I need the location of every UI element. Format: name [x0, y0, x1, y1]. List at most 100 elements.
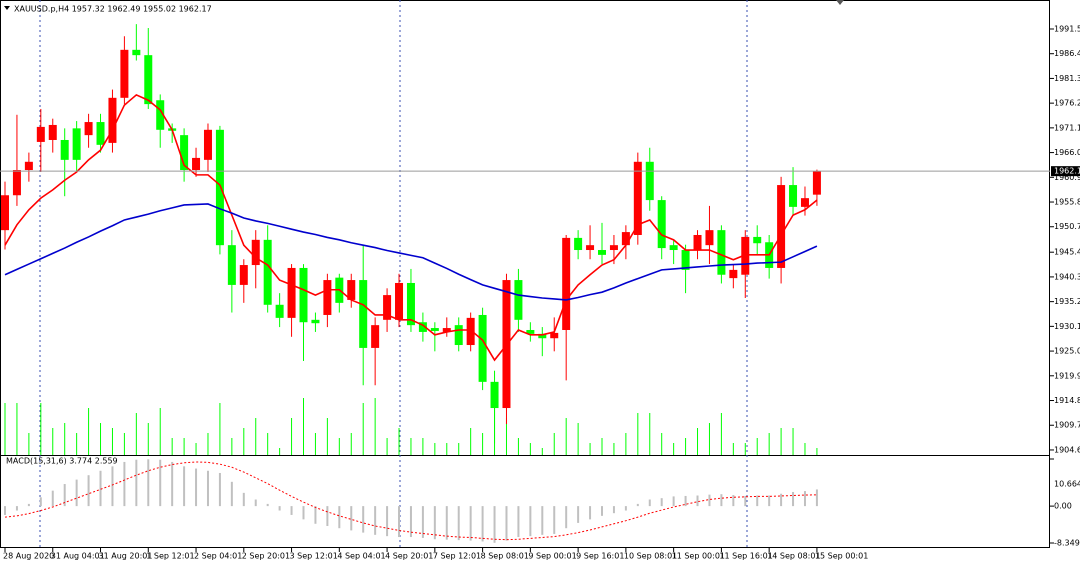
candle-body — [526, 329, 535, 334]
candle-body — [598, 250, 606, 255]
y-tick-label: 1976.20 — [1054, 99, 1080, 108]
candle-body — [72, 128, 81, 160]
candle-body — [633, 161, 642, 235]
candle-body — [180, 135, 189, 171]
candle-body — [442, 328, 451, 332]
candle-body — [84, 122, 93, 136]
moving-average — [4, 203, 818, 301]
candle-body — [466, 317, 475, 346]
candle-body — [490, 381, 499, 409]
y-tick-label: 1940.35 — [1054, 272, 1080, 281]
candle-body — [347, 280, 356, 300]
candle-body — [299, 267, 308, 323]
candle-body — [395, 282, 404, 320]
candle-body — [645, 161, 654, 201]
y-tick-label: 1919.95 — [1054, 371, 1080, 380]
x-tick-label: 28 Aug 2020 — [3, 552, 54, 561]
candle-body — [681, 250, 690, 270]
x-tick-label: 2 Sep 20:01 — [242, 552, 290, 561]
y-tick-label: 1991.50 — [1054, 24, 1080, 33]
candle-body — [514, 280, 523, 320]
candle-body — [239, 265, 248, 285]
y-tick-label: 10.664 — [1054, 480, 1080, 489]
candle-body — [777, 185, 786, 268]
last-price-label: 1962.17 — [1054, 167, 1080, 176]
candle-body — [383, 295, 392, 320]
candle-body — [108, 97, 117, 143]
chart-title: XAUUSD.p,H4 1957.32 1962.49 1955.02 1962… — [14, 5, 212, 14]
candle-body — [717, 230, 726, 275]
y-tick-label: 1966.00 — [1054, 148, 1080, 157]
candle-body — [215, 129, 224, 246]
candle-body — [789, 185, 798, 207]
x-tick-label: 2 Sep 04:01 — [194, 552, 242, 561]
candle-body — [323, 280, 332, 315]
x-tick-label: 9 Sep 00:01 — [528, 552, 576, 561]
y-tick-label: 1945.45 — [1054, 248, 1080, 257]
candle-body — [251, 239, 260, 266]
candle-body — [478, 314, 487, 382]
candle-body — [60, 139, 69, 160]
candle-body — [812, 171, 821, 195]
y-tick-label: -8.349 — [1054, 539, 1080, 548]
y-tick-label: 1904.65 — [1054, 445, 1080, 454]
y-tick-label: 1971.10 — [1054, 123, 1080, 132]
candle-body — [144, 55, 153, 105]
candle-body — [227, 245, 236, 285]
y-tick-label: 1960.90 — [1054, 173, 1080, 182]
candle-body — [562, 237, 571, 330]
x-tick-label: 4 Sep 20:01 — [385, 552, 433, 561]
x-tick-label: 7 Sep 12:01 — [433, 552, 481, 561]
candle-body — [132, 49, 141, 56]
candle-body — [275, 304, 284, 318]
candle-body — [609, 245, 618, 251]
candle-body — [550, 332, 559, 339]
candle-body — [693, 234, 702, 251]
y-tick-label: 1935.25 — [1054, 297, 1080, 306]
x-tick-label: 8 Sep 08:01 — [481, 552, 529, 561]
candle-body — [657, 200, 666, 249]
candle-body — [156, 100, 165, 130]
candle-body — [418, 322, 427, 332]
plot-frame — [0, 0, 1050, 548]
menu-icon[interactable] — [4, 6, 10, 10]
shift-marker — [836, 0, 844, 5]
candle-body — [12, 170, 21, 196]
y-tick-label: 1909.75 — [1054, 421, 1080, 430]
candle-body — [454, 325, 463, 346]
x-tick-label: 31 Aug 20:01 — [99, 552, 153, 561]
candle-body — [705, 230, 714, 246]
x-tick-label: 10 Sep 08:01 — [624, 552, 677, 561]
candle-body — [96, 122, 105, 145]
candle-body — [538, 333, 547, 339]
candle-body — [430, 328, 439, 331]
x-tick-label: 14 Sep 08:01 — [767, 552, 820, 561]
y-tick-label: 1986.40 — [1054, 49, 1080, 58]
x-tick-label: 3 Sep 12:01 — [290, 552, 338, 561]
candle-body — [753, 236, 762, 244]
y-tick-label: 1955.80 — [1054, 198, 1080, 207]
candle-body — [48, 124, 57, 140]
candle-body — [621, 232, 630, 246]
candle-body — [263, 239, 272, 305]
candle-body — [574, 237, 583, 251]
candle-body — [741, 236, 750, 275]
candle-body — [120, 49, 129, 98]
candle-body — [1, 195, 9, 231]
candle-body — [36, 126, 45, 142]
y-tick-label: 1930.15 — [1054, 322, 1080, 331]
x-tick-label: 1 Sep 12:01 — [146, 552, 194, 561]
candle-body — [24, 161, 33, 171]
y-tick-label: 1981.30 — [1054, 74, 1080, 83]
indicator-title: MACD(15,31,6) 3.774 2.559 — [6, 457, 118, 466]
x-tick-label: 11 Sep 00:01 — [672, 552, 725, 561]
y-tick-label: 0.00 — [1054, 502, 1072, 511]
x-tick-label: 9 Sep 16:01 — [576, 552, 624, 561]
y-tick-label: 1914.85 — [1054, 396, 1080, 405]
candle-body — [287, 267, 296, 318]
candle-body — [203, 129, 212, 160]
candle-body — [192, 157, 201, 171]
y-tick-label: 1925.05 — [1054, 347, 1080, 356]
last-price-box — [1051, 166, 1080, 177]
